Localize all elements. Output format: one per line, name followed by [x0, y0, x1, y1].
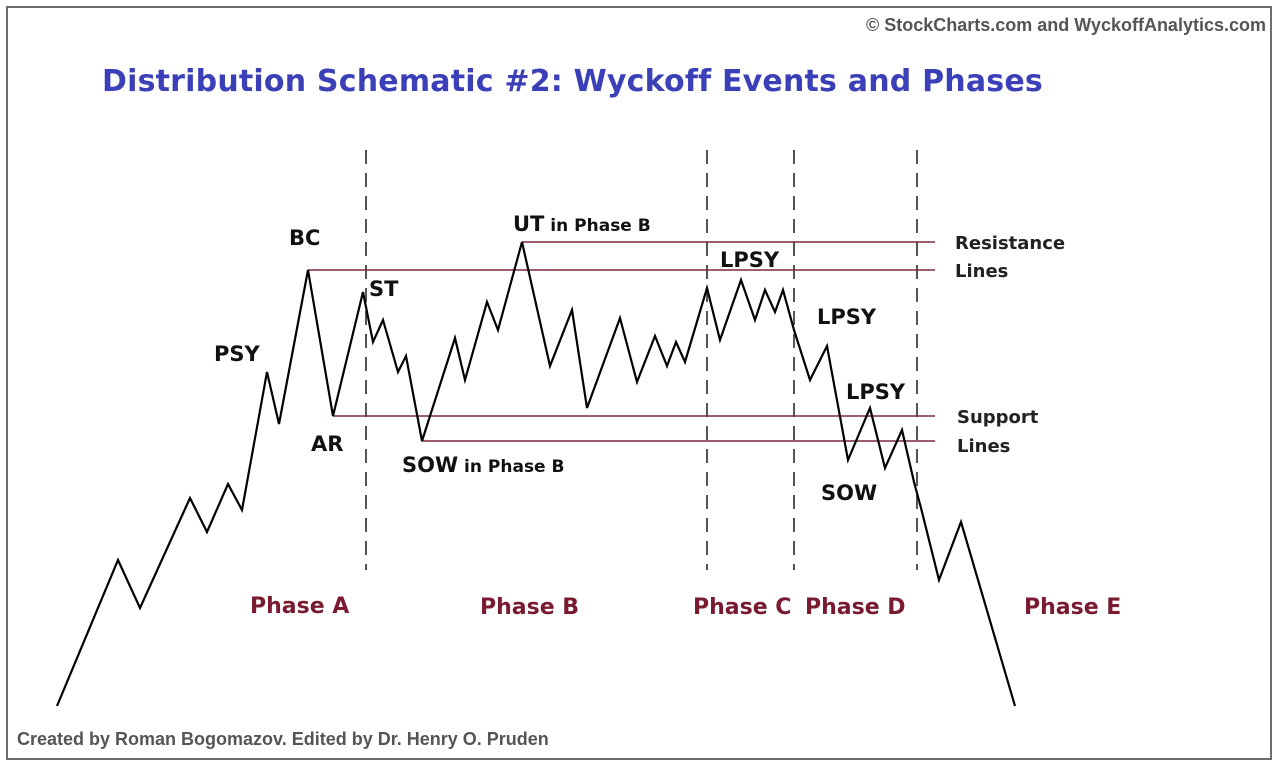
event-bc: BC	[289, 226, 320, 250]
support-label-2: Lines	[957, 436, 1010, 457]
event-sow-in-phase-b: SOW in Phase B	[402, 453, 564, 477]
event-lpsy-2: LPSY	[817, 305, 877, 329]
phase-c-label: Phase C	[693, 595, 791, 620]
event-sow-b-suffix: in Phase B	[458, 457, 564, 477]
copyright-notice: © StockCharts.com and WyckoffAnalytics.c…	[865, 15, 1266, 35]
event-ar: AR	[311, 432, 343, 456]
support-label-1: Support	[957, 407, 1039, 428]
diagram-title: Distribution Schematic #2: Wyckoff Event…	[102, 64, 1043, 99]
event-ut-suffix: in Phase B	[544, 216, 650, 236]
event-lpsy-3: LPSY	[846, 380, 906, 404]
phase-d-label: Phase D	[805, 595, 906, 620]
resistance-label-2: Lines	[955, 261, 1008, 282]
event-sow-b-main: SOW	[402, 453, 458, 477]
phase-b-label: Phase B	[480, 595, 579, 620]
level-lines	[308, 241, 935, 442]
price-path	[55, 241, 1017, 707]
phase-a-label: Phase A	[250, 594, 349, 619]
event-sow: SOW	[821, 481, 877, 505]
event-st: ST	[369, 277, 399, 301]
event-ut-main: UT	[513, 212, 545, 236]
event-psy: PSY	[214, 342, 261, 366]
diagram-frame	[6, 6, 1272, 760]
event-lpsy-1: LPSY	[720, 248, 780, 272]
phase-e-label: Phase E	[1024, 595, 1121, 620]
phase-dividers	[365, 150, 918, 570]
resistance-label-1: Resistance	[955, 233, 1065, 254]
author-credit: Created by Roman Bogomazov. Edited by Dr…	[17, 729, 549, 749]
event-ut-in-phase-b: UT in Phase B	[513, 212, 651, 236]
